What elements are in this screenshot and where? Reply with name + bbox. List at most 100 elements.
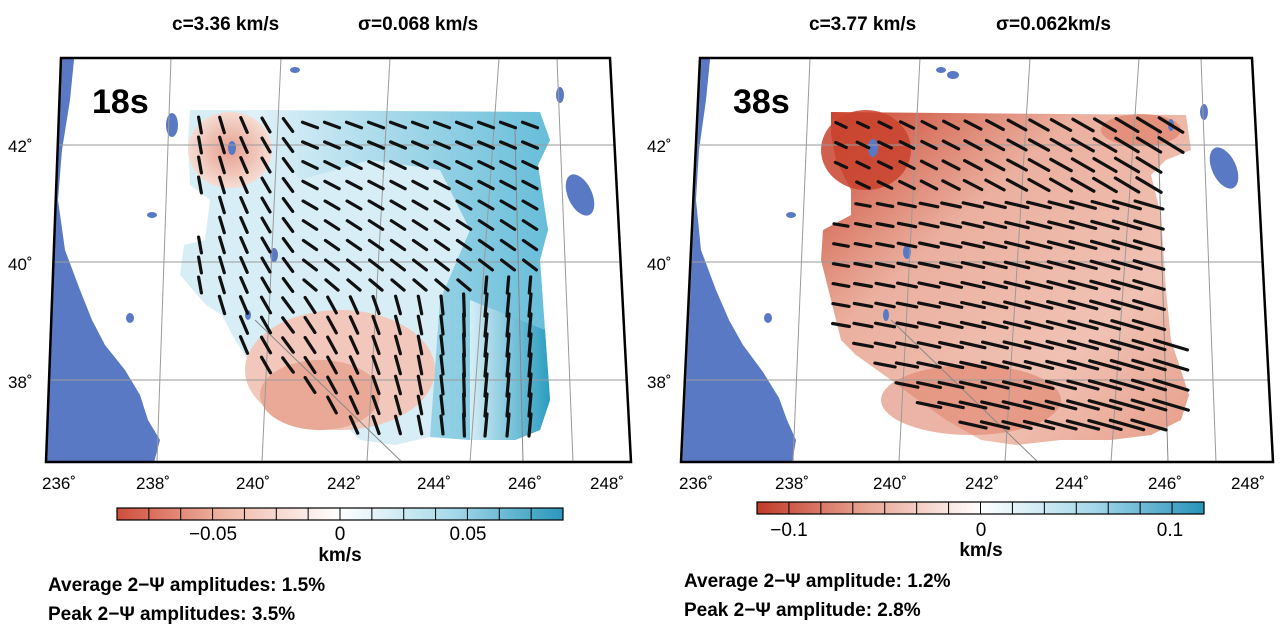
- anisotropy-stick: [1003, 280, 1031, 290]
- anisotropy-stick: [896, 221, 918, 229]
- anisotropy-stick: [898, 140, 916, 150]
- anisotropy-stick: [239, 115, 249, 134]
- anisotropy-stick: [1066, 399, 1100, 411]
- anisotropy-stick: [874, 301, 896, 309]
- anisotropy-stick: [1006, 118, 1028, 132]
- anisotropy-stick: [1071, 137, 1095, 153]
- anisotropy-stick: [960, 280, 986, 290]
- anisotropy-stick: [281, 336, 295, 354]
- anisotropy-stick: [920, 119, 938, 131]
- anisotropy-stick: [345, 140, 363, 150]
- anisotropy-stick: [938, 340, 964, 350]
- anisotropy-stick: [962, 178, 984, 192]
- anisotropy-stick: [281, 116, 295, 133]
- anisotropy-stick: [367, 160, 385, 170]
- anisotropy-stick: [390, 278, 406, 292]
- anisotropy-stick: [985, 118, 1005, 131]
- anisotropy-stick: [367, 140, 385, 150]
- peak-amplitude: Peak 2−Ψ amplitudes: 3.5%: [48, 604, 296, 625]
- anisotropy-stick: [416, 374, 424, 396]
- anisotropy-stick: [345, 238, 363, 252]
- anisotropy-stick: [980, 380, 1010, 390]
- anisotropy-stick: [455, 179, 473, 191]
- colorbar-tick-label: −0.05: [189, 524, 237, 545]
- lon-label: 248˚: [1231, 474, 1265, 493]
- anisotropy-stick: [303, 355, 317, 375]
- anisotropy-stick: [456, 258, 472, 272]
- anisotropy-stick: [1133, 199, 1165, 211]
- anisotropy-stick: [958, 380, 988, 390]
- anisotropy-stick: [855, 140, 871, 150]
- sigma-label: σ=0.068 km/s: [358, 14, 479, 35]
- anisotropy-stick: [961, 221, 985, 229]
- anisotropy-stick: [527, 275, 533, 295]
- anisotropy-stick: [898, 159, 916, 171]
- anisotropy-stick: [940, 201, 962, 209]
- anisotropy-stick: [259, 355, 273, 375]
- anisotropy-stick: [1046, 260, 1076, 270]
- anisotropy-stick: [963, 159, 983, 171]
- anisotropy-stick: [875, 241, 895, 249]
- anisotropy-stick: [981, 300, 1009, 310]
- anisotropy-stick: [520, 140, 540, 150]
- anisotropy-stick: [1006, 158, 1028, 172]
- anisotropy-stick: [983, 201, 1007, 209]
- lon-label: 242˚: [965, 474, 999, 493]
- anisotropy-stick: [371, 354, 381, 376]
- anisotropy-stick: [895, 341, 919, 349]
- anisotropy-stick: [300, 120, 320, 130]
- lon-label: 242˚: [327, 474, 361, 493]
- anisotropy-stick: [941, 179, 961, 191]
- anisotropy-stick: [937, 400, 965, 410]
- anisotropy-stick: [1068, 220, 1098, 230]
- anisotropy-stick: [1090, 199, 1120, 211]
- anisotropy-stick: [239, 256, 249, 274]
- anisotropy-stick: [260, 216, 272, 234]
- anisotropy-stick: [238, 295, 250, 315]
- anisotropy-stick: [455, 219, 473, 231]
- anisotropy-stick: [197, 235, 203, 255]
- anisotropy-stick: [345, 219, 363, 231]
- anisotropy-stick: [500, 258, 517, 272]
- anisotropy-stick: [218, 255, 226, 275]
- anisotropy-stick: [301, 238, 319, 252]
- anisotropy-stick: [876, 180, 894, 190]
- anisotropy-stick: [1089, 299, 1121, 311]
- lon-label: 240˚: [236, 474, 270, 493]
- anisotropy-stick: [322, 120, 342, 130]
- anisotropy-stick: [1130, 398, 1168, 412]
- anisotropy-stick: [259, 295, 273, 315]
- anisotropy-stick: [505, 352, 511, 378]
- anisotropy-stick: [326, 335, 338, 355]
- anisotropy-stick: [281, 157, 295, 173]
- anisotropy-stick: [520, 120, 540, 130]
- anisotropy-stick: [918, 241, 940, 249]
- anisotropy-stick: [918, 201, 940, 209]
- anisotropy-stick: [521, 238, 539, 252]
- anisotropy-stick: [1004, 200, 1030, 210]
- anisotropy-stick: [348, 295, 360, 315]
- lat-label: 42˚: [8, 137, 33, 156]
- anisotropy-stick: [958, 400, 988, 410]
- anisotropy-stick: [416, 314, 424, 336]
- anisotropy-stick: [1028, 118, 1050, 132]
- anisotropy-stick: [499, 199, 517, 211]
- anisotropy-stick: [498, 120, 518, 130]
- anisotropy-stick: [197, 175, 203, 195]
- anisotropy-stick: [1025, 260, 1053, 270]
- anisotropy-stick: [301, 160, 319, 170]
- anisotropy-stick: [1001, 400, 1033, 410]
- anisotropy-stick: [454, 120, 474, 130]
- anisotropy-stick: [1003, 260, 1031, 270]
- anisotropy-stick: [918, 221, 940, 229]
- anisotropy-stick: [433, 140, 451, 150]
- anisotropy-stick: [477, 160, 495, 170]
- anisotropy-stick: [1046, 280, 1076, 290]
- anisotropy-stick: [831, 302, 851, 308]
- lon-label: 246˚: [508, 474, 542, 493]
- anisotropy-stick: [1067, 279, 1099, 291]
- anisotropy-stick: [1109, 359, 1145, 371]
- anisotropy-stick: [1132, 239, 1166, 251]
- anisotropy-stick: [411, 140, 429, 150]
- anisotropy-stick: [1069, 200, 1097, 210]
